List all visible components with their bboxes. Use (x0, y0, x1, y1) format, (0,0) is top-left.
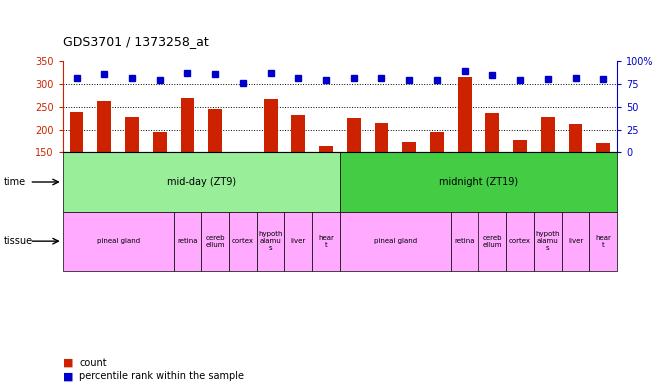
Bar (478, 212, 506, 271)
Text: liver: liver (290, 238, 306, 244)
Text: pineal gland: pineal gland (96, 238, 140, 244)
Text: hear
t: hear t (318, 235, 334, 248)
Bar (180, 98, 194, 152)
Bar (375, 123, 388, 152)
Bar (340, 212, 451, 271)
Text: ■: ■ (63, 371, 73, 381)
Bar (63, 152, 340, 212)
Text: hypoth
alamu
s: hypoth alamu s (535, 231, 560, 251)
Text: retina: retina (177, 238, 198, 244)
Bar (486, 113, 500, 152)
Bar (284, 212, 312, 271)
Bar (347, 118, 360, 152)
Bar (597, 143, 610, 152)
Bar (257, 212, 284, 271)
Text: hear
t: hear t (595, 235, 611, 248)
Text: midnight (ZT19): midnight (ZT19) (439, 177, 518, 187)
Bar (125, 118, 139, 152)
Text: percentile rank within the sample: percentile rank within the sample (79, 371, 244, 381)
Text: count: count (79, 358, 107, 368)
Bar (70, 113, 83, 152)
Bar (402, 142, 416, 152)
Bar (430, 132, 444, 152)
Bar (174, 212, 201, 271)
Bar (312, 212, 340, 271)
Text: cereb
ellum: cereb ellum (482, 235, 502, 248)
Bar (534, 212, 562, 271)
Bar (263, 99, 277, 152)
Bar (562, 212, 589, 271)
Bar (209, 109, 222, 152)
Text: cereb
ellum: cereb ellum (205, 235, 225, 248)
Bar (541, 117, 554, 152)
Text: time: time (3, 177, 26, 187)
Bar (292, 115, 305, 152)
Bar (319, 146, 333, 152)
Bar (152, 132, 166, 152)
Text: liver: liver (568, 238, 583, 244)
Bar (340, 152, 617, 212)
Bar (451, 212, 478, 271)
Text: mid-day (ZT9): mid-day (ZT9) (167, 177, 236, 187)
Text: pineal gland: pineal gland (374, 238, 417, 244)
Bar (568, 124, 582, 152)
Bar (458, 77, 471, 152)
Bar (201, 212, 229, 271)
Bar (63, 212, 174, 271)
Bar (98, 101, 111, 152)
Text: cortex: cortex (509, 238, 531, 244)
Text: hypoth
alamu
s: hypoth alamu s (258, 231, 283, 251)
Bar (506, 212, 534, 271)
Bar (229, 212, 257, 271)
Text: retina: retina (454, 238, 475, 244)
Bar (589, 212, 617, 271)
Bar (513, 140, 527, 152)
Text: tissue: tissue (3, 236, 32, 246)
Text: GDS3701 / 1373258_at: GDS3701 / 1373258_at (63, 35, 209, 48)
Text: cortex: cortex (232, 238, 254, 244)
Text: ■: ■ (63, 358, 73, 368)
